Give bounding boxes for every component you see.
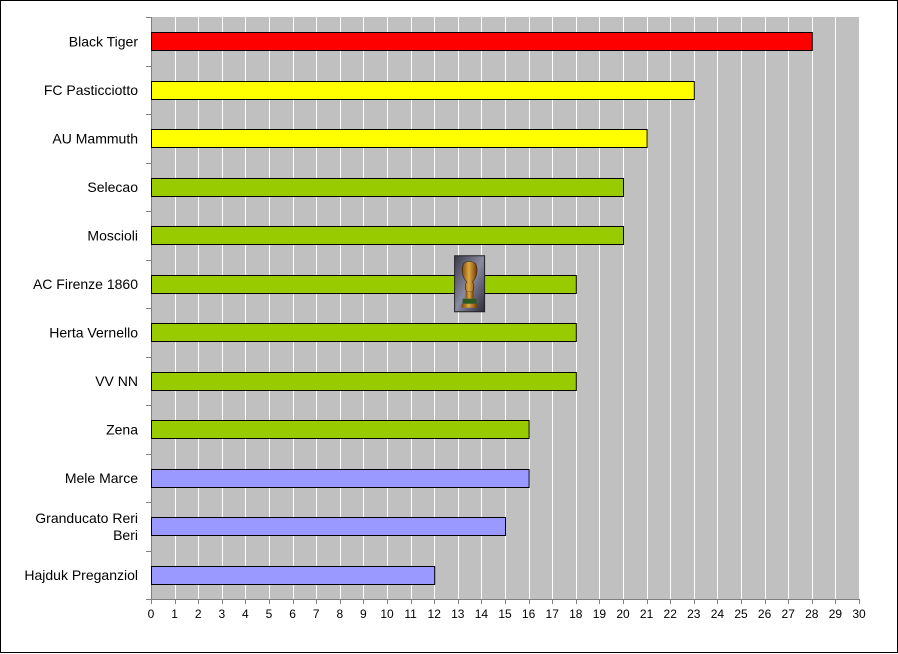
category-label-line: FC Pasticciotto bbox=[44, 82, 138, 98]
category-label: AC Firenze 1860 bbox=[33, 276, 138, 292]
axes bbox=[146, 17, 860, 604]
x-tick-label: 12 bbox=[428, 607, 442, 621]
x-tick-label: 24 bbox=[711, 607, 725, 621]
x-tick-label: 27 bbox=[782, 607, 796, 621]
category-labels: Black Tiger FC Pasticciotto AU Mammuth Sele… bbox=[24, 33, 138, 583]
bar bbox=[151, 517, 506, 536]
category-label-line: AC Firenze 1860 bbox=[33, 276, 138, 292]
category-label: Mele Marce bbox=[65, 470, 138, 486]
category-label: Moscioli bbox=[87, 227, 138, 243]
bar bbox=[151, 32, 813, 51]
x-tick-label: 11 bbox=[404, 607, 417, 621]
category-label: Selecao bbox=[87, 179, 138, 195]
x-tick-label: 16 bbox=[522, 607, 536, 621]
category-label: Black Tiger bbox=[69, 33, 139, 49]
x-tick-label: 2 bbox=[195, 607, 202, 621]
category-label-line: VV NN bbox=[95, 373, 138, 389]
x-tick-label: 0 bbox=[148, 607, 155, 621]
x-tick-label: 25 bbox=[734, 607, 748, 621]
category-label-line: AU Mammuth bbox=[52, 130, 138, 146]
bar bbox=[151, 226, 624, 245]
bar bbox=[151, 275, 577, 294]
x-tick-label: 28 bbox=[805, 607, 819, 621]
grid-lines bbox=[175, 17, 860, 599]
category-label: Granducato Reri Beri bbox=[35, 510, 138, 543]
x-tick-label: 3 bbox=[218, 607, 225, 621]
x-tick-label: 1 bbox=[171, 607, 178, 621]
trophy-icon bbox=[454, 255, 486, 313]
x-tick-label: 26 bbox=[758, 607, 772, 621]
x-tick-label: 18 bbox=[569, 607, 583, 621]
x-tick-label: 4 bbox=[242, 607, 249, 621]
x-tick-label: 20 bbox=[616, 607, 630, 621]
x-tick-label: 9 bbox=[360, 607, 367, 621]
x-tick-label: 19 bbox=[593, 607, 607, 621]
bar bbox=[151, 566, 436, 585]
x-tick-label: 6 bbox=[289, 607, 296, 621]
x-tick-label: 22 bbox=[664, 607, 678, 621]
category-label-line: Selecao bbox=[87, 179, 138, 195]
category-label-line: Black Tiger bbox=[69, 33, 139, 49]
category-label-line: Moscioli bbox=[87, 227, 138, 243]
x-tick-label: 29 bbox=[829, 607, 843, 621]
x-tick-label: 15 bbox=[498, 607, 512, 621]
category-label-line: Zena bbox=[106, 421, 138, 437]
bar bbox=[151, 81, 695, 100]
category-label: FC Pasticciotto bbox=[44, 82, 138, 98]
x-tick-labels: 0 1 2 3 4 5 6 7 8 9 10 11 12 13 14 15 16 17 18 19 20 21 22 23 24… bbox=[148, 607, 866, 621]
category-label: Zena bbox=[106, 421, 138, 437]
bar bbox=[151, 469, 530, 488]
x-tick-label: 23 bbox=[687, 607, 701, 621]
bar bbox=[151, 420, 530, 439]
category-label: VV NN bbox=[95, 373, 138, 389]
category-label-line: Granducato Reri bbox=[35, 510, 138, 526]
annotations bbox=[454, 255, 486, 313]
x-tick-label: 17 bbox=[546, 607, 560, 621]
category-label-line: Mele Marce bbox=[65, 470, 138, 486]
bar bbox=[151, 372, 577, 391]
x-tick-label: 13 bbox=[451, 607, 465, 621]
x-tick-label: 10 bbox=[380, 607, 394, 621]
x-tick-label: 14 bbox=[475, 607, 489, 621]
x-tick-label: 21 bbox=[640, 607, 654, 621]
x-tick-label: 5 bbox=[266, 607, 273, 621]
bar bbox=[151, 178, 624, 197]
category-label: Herta Vernello bbox=[49, 324, 138, 340]
category-label: AU Mammuth bbox=[52, 130, 138, 146]
category-label-line: Hajduk Preganziol bbox=[24, 567, 138, 583]
bar bbox=[151, 323, 577, 342]
category-label-line: Herta Vernello bbox=[49, 324, 138, 340]
category-label: Hajduk Preganziol bbox=[24, 567, 138, 583]
x-tick-label: 30 bbox=[852, 607, 866, 621]
x-tick-label: 7 bbox=[313, 607, 320, 621]
category-label-line: Beri bbox=[113, 527, 138, 543]
bar bbox=[151, 129, 648, 148]
x-tick-label: 8 bbox=[336, 607, 343, 621]
